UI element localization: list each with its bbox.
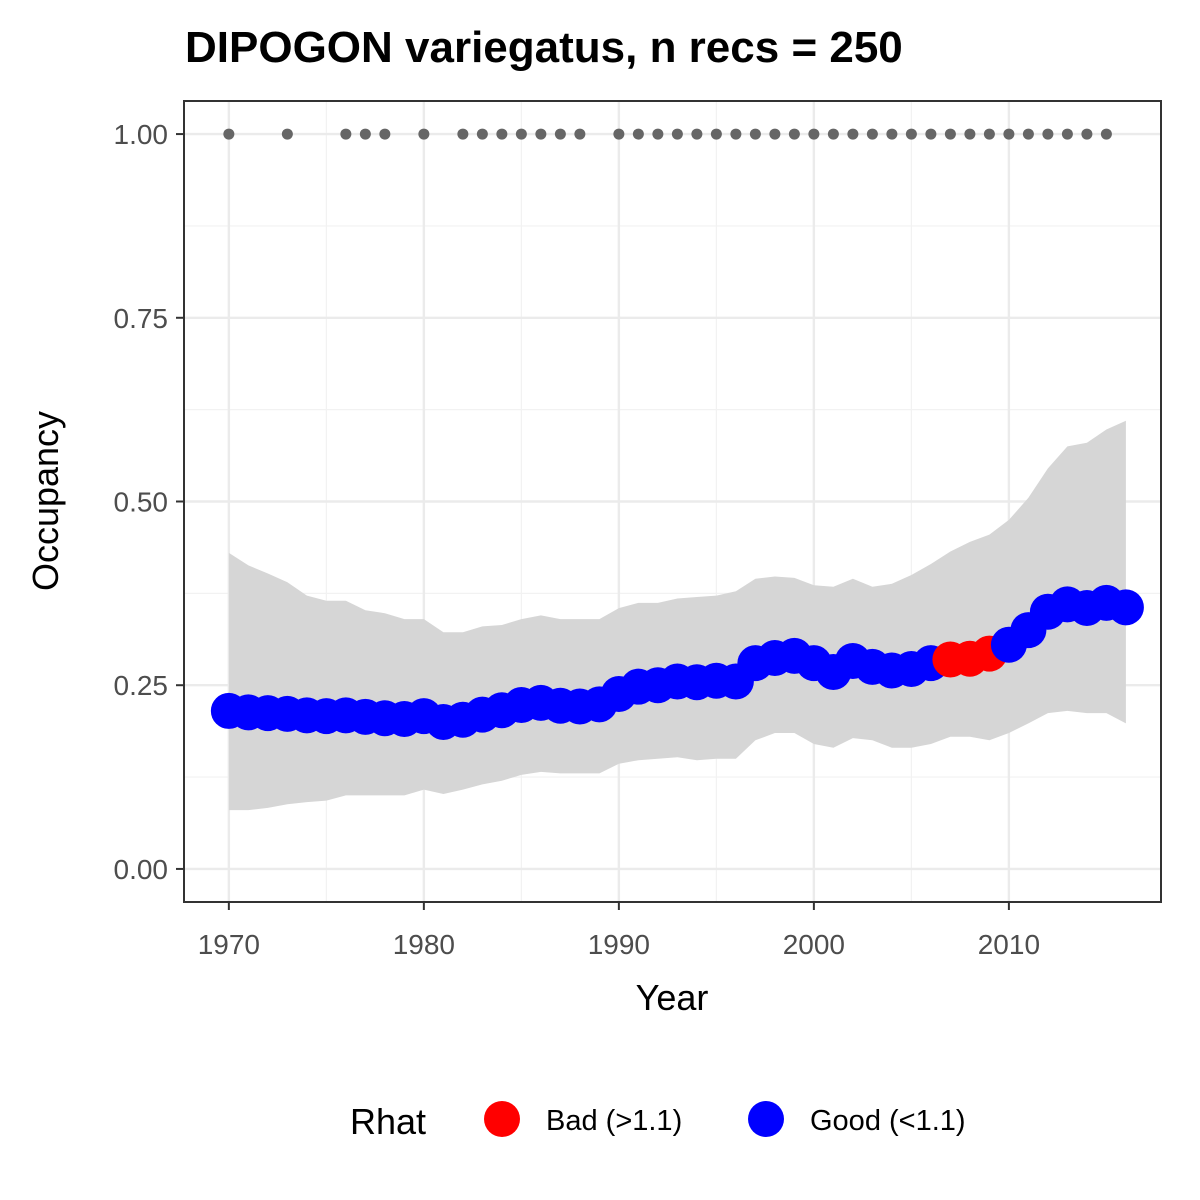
record-point: [379, 128, 391, 140]
record-point: [730, 128, 742, 140]
record-point: [847, 128, 859, 140]
record-point: [769, 128, 781, 140]
legend-label-bad: Bad (>1.1): [546, 1105, 682, 1137]
record-point: [886, 128, 898, 140]
y-tick-label: 0.25: [114, 670, 169, 701]
x-tick-label: 1970: [198, 929, 260, 960]
occupancy-points-layer: [210, 584, 1144, 740]
record-point: [944, 128, 956, 140]
y-tick-label: 0.50: [114, 487, 169, 518]
record-point: [925, 128, 937, 140]
y-tick-label: 0.00: [114, 854, 169, 885]
y-axis-title: Occupancy: [25, 411, 66, 591]
record-point: [788, 128, 800, 140]
legend-label-good: Good (<1.1): [810, 1105, 966, 1137]
x-tick-label: 1990: [588, 929, 650, 960]
record-point: [340, 128, 352, 140]
legend-key-bad: [484, 1101, 520, 1137]
record-point: [827, 128, 839, 140]
x-tick-label: 1980: [393, 929, 455, 960]
legend-key-good: [748, 1101, 784, 1137]
record-point: [905, 128, 917, 140]
record-point: [418, 128, 430, 140]
record-point: [1003, 128, 1015, 140]
record-point: [1081, 128, 1093, 140]
record-point: [1100, 128, 1112, 140]
x-axis-title: Year: [636, 977, 709, 1018]
record-point: [1042, 128, 1054, 140]
record-points-layer: [223, 128, 1112, 140]
record-point: [281, 128, 293, 140]
record-point: [496, 128, 508, 140]
record-point: [691, 128, 703, 140]
legend-title: Rhat: [350, 1101, 426, 1142]
y-tick-label: 0.75: [114, 303, 169, 334]
record-point: [554, 128, 566, 140]
legend: Rhat Bad (>1.1) Good (<1.1): [350, 1101, 966, 1142]
record-point: [671, 128, 683, 140]
chart-title: DIPOGON variegatus, n recs = 250: [185, 23, 903, 72]
record-point: [1061, 128, 1073, 140]
record-point: [1022, 128, 1034, 140]
record-point: [457, 128, 469, 140]
y-tick-label: 1.00: [114, 119, 169, 150]
y-axis: 0.00 0.25 0.50 0.75 1.00: [114, 119, 184, 885]
record-point: [710, 128, 722, 140]
x-tick-label: 2010: [978, 929, 1040, 960]
record-point: [535, 128, 547, 140]
record-point: [515, 128, 527, 140]
record-point: [476, 128, 488, 140]
record-point: [964, 128, 976, 140]
record-point: [749, 128, 761, 140]
record-point: [359, 128, 371, 140]
record-point: [223, 128, 235, 140]
record-point: [613, 128, 625, 140]
x-axis: 1970 1980 1990 2000 2010: [198, 902, 1040, 960]
record-point: [866, 128, 878, 140]
occupancy-point: [1107, 589, 1144, 626]
record-point: [652, 128, 664, 140]
record-point: [983, 128, 995, 140]
record-point: [632, 128, 644, 140]
record-point: [808, 128, 820, 140]
x-tick-label: 2000: [783, 929, 845, 960]
record-point: [574, 128, 586, 140]
